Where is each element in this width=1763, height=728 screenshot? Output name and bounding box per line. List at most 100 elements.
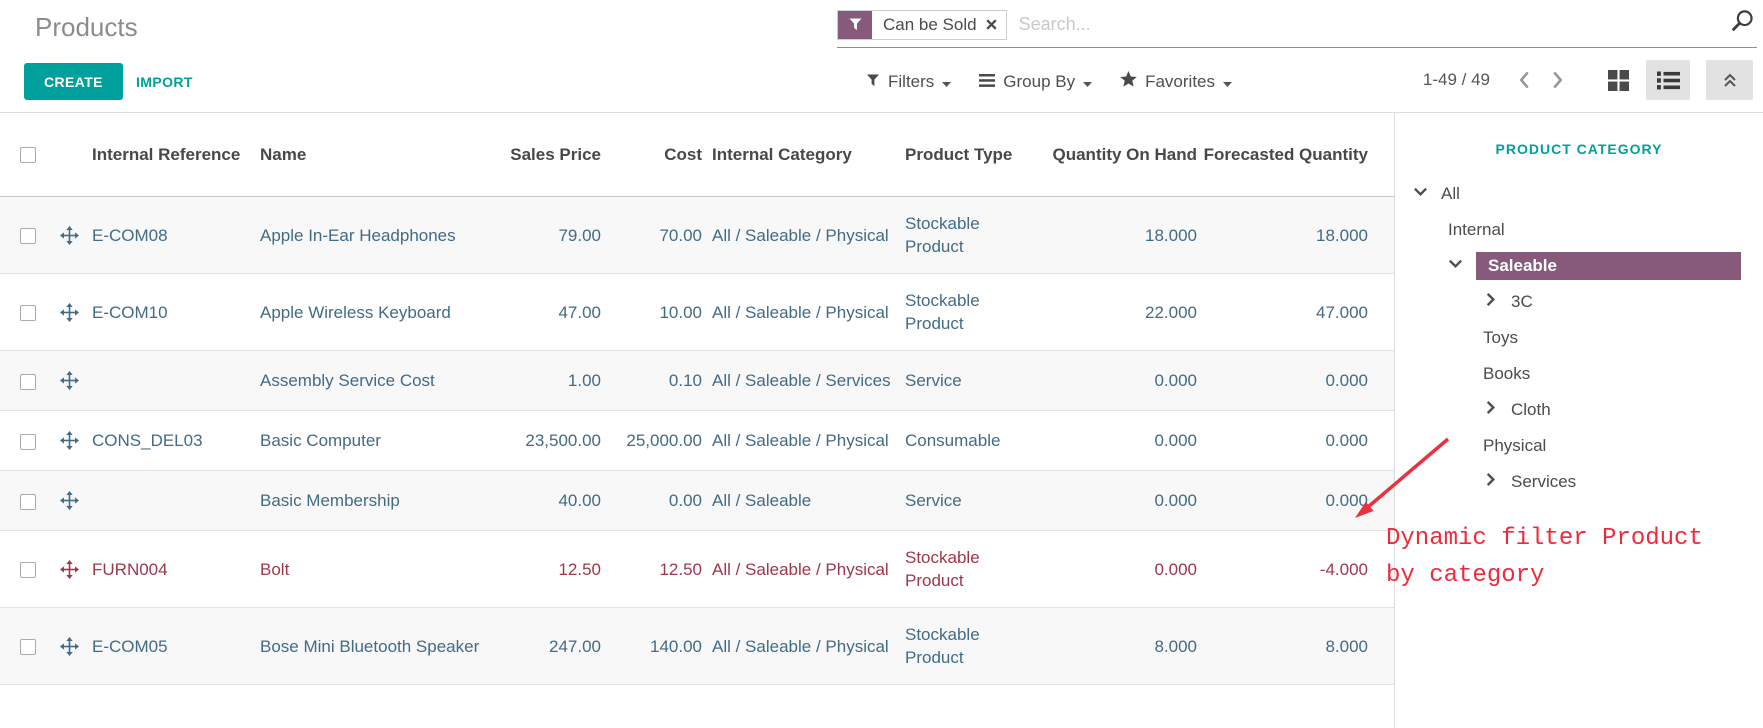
cell-internal-category: All / Saleable / Physical — [712, 636, 889, 656]
search-icon[interactable] — [1729, 9, 1755, 40]
cell-forecasted-quantity: 0.000 — [1325, 371, 1368, 390]
column-header-quantity-on-hand[interactable]: Quantity On Hand — [1052, 144, 1198, 164]
drag-handle-icon[interactable] — [52, 559, 86, 579]
favorites-menu[interactable]: Favorites — [1120, 71, 1233, 92]
table-row[interactable]: E-COM05 Bose Mini Bluetooth Speaker 247.… — [0, 608, 1394, 685]
row-checkbox[interactable] — [0, 635, 52, 658]
chevron-down-icon[interactable] — [1448, 256, 1463, 276]
category-tree-item[interactable]: Books — [1395, 356, 1763, 392]
caret-down-icon — [942, 72, 952, 92]
annotation-line-1: Dynamic filter Product — [1386, 525, 1703, 552]
pager-range[interactable]: 1-49 / 49 — [1422, 70, 1490, 89]
category-tree-item[interactable]: Cloth — [1395, 392, 1763, 428]
category-label: Toys — [1483, 328, 1518, 347]
column-header-sales-price[interactable]: Sales Price — [510, 144, 601, 164]
row-checkbox[interactable] — [0, 369, 52, 392]
product-category-panel: PRODUCT CATEGORY All Internal Saleable — [1394, 113, 1763, 728]
table-row[interactable]: Assembly Service Cost 1.00 0.10 All / Sa… — [0, 351, 1394, 411]
column-header-product-type[interactable]: Product Type — [905, 144, 1013, 164]
cell-product-type: Stockable Product — [905, 625, 980, 667]
column-header-internal-category[interactable]: Internal Category — [712, 144, 852, 164]
row-checkbox[interactable] — [0, 489, 52, 512]
cell-internal-category: All / Saleable / Physical — [712, 225, 889, 245]
create-button[interactable]: CREATE — [24, 63, 123, 100]
chevron-right-icon[interactable] — [1483, 400, 1498, 420]
cell-internal-reference: E-COM08 — [92, 225, 168, 245]
pager-next-button[interactable] — [1541, 66, 1574, 94]
cell-quantity-on-hand: 0.000 — [1154, 371, 1197, 390]
cell-product-type: Service — [905, 371, 962, 390]
row-checkbox[interactable] — [0, 301, 52, 324]
drag-handle-icon[interactable] — [52, 491, 86, 510]
cell-product-type: Stockable Product — [905, 291, 980, 333]
cell-name: Bolt — [260, 559, 290, 579]
search-input[interactable] — [1006, 14, 1729, 35]
import-button[interactable]: IMPORT — [136, 63, 193, 100]
cell-sales-price: 247.00 — [549, 636, 601, 656]
list-view-button[interactable] — [1646, 60, 1690, 100]
category-tree-item[interactable]: Services — [1395, 464, 1763, 500]
cell-cost: 0.10 — [668, 371, 702, 390]
category-tree-item[interactable]: Saleable — [1395, 248, 1763, 284]
category-tree: All Internal Saleable 3C Toys — [1395, 176, 1763, 500]
category-label: 3C — [1511, 292, 1533, 311]
cell-name: Basic Membership — [260, 491, 400, 510]
filter-funnel-icon — [838, 10, 872, 39]
cell-internal-reference: CONS_DEL03 — [92, 431, 203, 450]
column-header-cost[interactable]: Cost — [664, 144, 702, 164]
table-row[interactable]: Basic Membership 40.00 0.00 All / Saleab… — [0, 471, 1394, 531]
category-tree-item[interactable]: 3C — [1395, 284, 1763, 320]
cell-product-type: Stockable Product — [905, 548, 980, 590]
chevron-down-icon[interactable] — [1413, 184, 1428, 204]
table-row[interactable]: E-COM08 Apple In-Ear Headphones 79.00 70… — [0, 197, 1394, 274]
cell-internal-reference: FURN004 — [92, 559, 168, 579]
drag-handle-icon[interactable] — [52, 302, 86, 322]
cell-sales-price: 1.00 — [567, 371, 601, 390]
category-tree-item[interactable]: All — [1395, 176, 1763, 212]
collapse-panel-button[interactable] — [1706, 60, 1753, 100]
drag-handle-icon[interactable] — [52, 431, 86, 450]
category-tree-item[interactable]: Toys — [1395, 320, 1763, 356]
chevron-right-icon[interactable] — [1483, 292, 1498, 312]
remove-filter-icon[interactable] — [985, 11, 1006, 39]
table-row[interactable]: CONS_DEL03 Basic Computer 23,500.00 25,0… — [0, 411, 1394, 471]
group-by-menu[interactable]: Group By — [979, 71, 1093, 92]
column-header-forecasted-quantity[interactable]: Forecasted Quantity — [1203, 144, 1368, 164]
search-menus: Filters Group By Favorites — [866, 63, 1233, 100]
table-row[interactable]: FURN004 Bolt 12.50 12.50 All / Saleable … — [0, 531, 1394, 608]
drag-handle-icon[interactable] — [52, 225, 86, 245]
pager-previous-button[interactable] — [1508, 66, 1541, 94]
products-table: Internal Reference Name Sales Price Cost… — [0, 113, 1394, 685]
category-label: Physical — [1483, 436, 1547, 455]
drag-handle-icon[interactable] — [52, 636, 86, 656]
chevron-right-icon[interactable] — [1483, 472, 1498, 492]
cell-forecasted-quantity: 47.000 — [1316, 302, 1368, 322]
column-header-name[interactable]: Name — [260, 144, 307, 164]
divider — [0, 112, 1763, 113]
filters-menu[interactable]: Filters — [866, 72, 952, 92]
funnel-icon — [866, 72, 880, 92]
category-tree-item[interactable]: Physical — [1395, 428, 1763, 464]
column-header-internal-reference[interactable]: Internal Reference — [92, 144, 241, 164]
favorites-label: Favorites — [1145, 71, 1216, 91]
page-title: Products — [35, 12, 138, 42]
cell-cost: 0.00 — [668, 491, 702, 510]
kanban-view-button[interactable] — [1596, 60, 1640, 100]
cell-product-type: Stockable Product — [905, 214, 980, 256]
category-label: Services — [1511, 472, 1577, 491]
row-checkbox[interactable] — [0, 558, 52, 581]
cell-internal-category: All / Saleable / Services — [712, 371, 891, 390]
cell-internal-category: All / Saleable / Physical — [712, 302, 889, 322]
cell-internal-category: All / Saleable / Physical — [712, 431, 889, 450]
category-label: Cloth — [1511, 400, 1551, 419]
category-tree-item[interactable]: Internal — [1395, 212, 1763, 248]
search-filter-tag[interactable]: Can be Sold — [837, 9, 1007, 40]
group-by-label: Group By — [1003, 71, 1076, 91]
drag-handle-icon[interactable] — [52, 371, 86, 390]
cell-sales-price: 47.00 — [558, 302, 601, 322]
select-all-checkbox[interactable] — [0, 144, 52, 166]
row-checkbox[interactable] — [0, 429, 52, 452]
table-row[interactable]: E-COM10 Apple Wireless Keyboard 47.00 10… — [0, 274, 1394, 351]
row-checkbox[interactable] — [0, 224, 52, 247]
cell-name: Assembly Service Cost — [260, 371, 435, 390]
